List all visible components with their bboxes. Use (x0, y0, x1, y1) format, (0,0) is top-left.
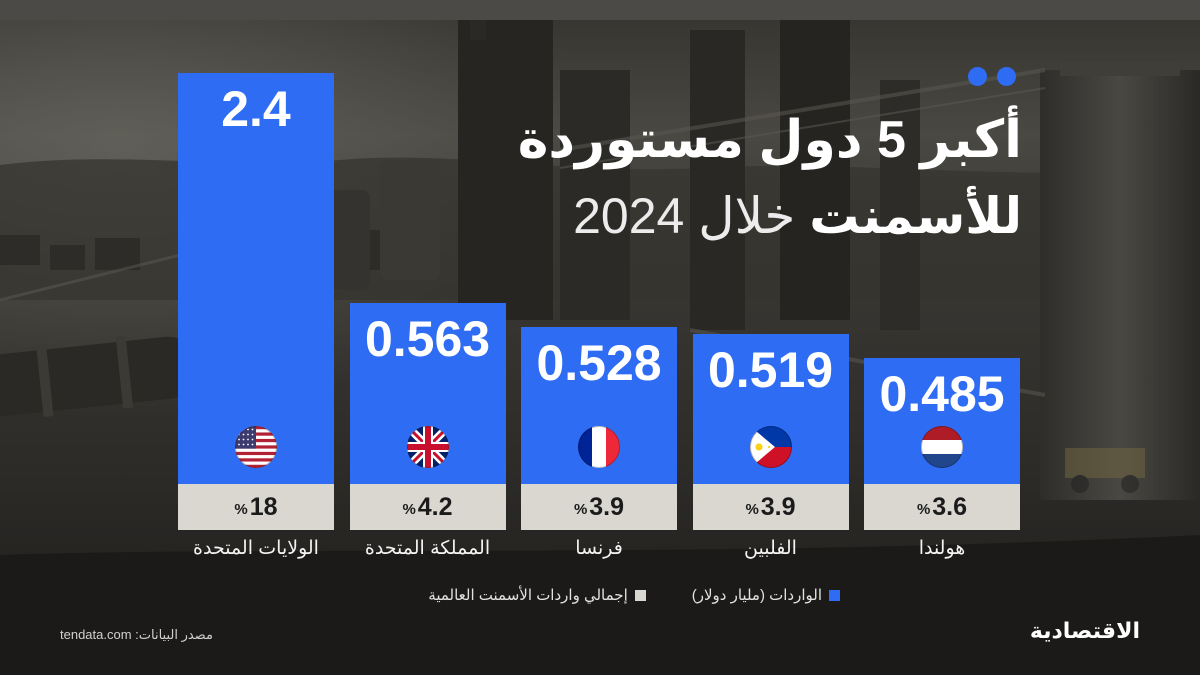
publisher-logo: الاقتصادية (1029, 618, 1140, 643)
chart-title-line-1: أكبر 5 دول مستوردة (517, 111, 1022, 169)
percent-sign: % (234, 501, 248, 518)
bar-value-label: 2.4 (221, 81, 291, 137)
country-label: المملكة المتحدة (364, 538, 491, 559)
global-share-box: % 3.9 (692, 484, 849, 530)
us-flag-icon (235, 426, 277, 468)
ground-shadow (0, 535, 1200, 675)
legend-label-imports: الواردات (مليار دولار) (691, 587, 822, 604)
global-share-value: 18 (249, 492, 278, 521)
blue-dot-icon (997, 67, 1016, 86)
legend-item-global-share: إجمالي واردات الأسمنت العالمية (428, 586, 646, 604)
blue-dot-icon (968, 67, 987, 86)
global-share-box: % 3.9 (521, 484, 677, 530)
bar-value-label: 0.485 (879, 365, 1005, 422)
country-label: هولندا (918, 538, 966, 559)
haul-truck-silhouette (1065, 448, 1145, 493)
bar-value-label: 0.528 (536, 335, 662, 392)
decorative-dots (968, 67, 1018, 87)
bar-value-label: 0.563 (364, 310, 491, 367)
title-light-part: خلال 2024 (573, 188, 796, 244)
country-label: الفلبين (744, 538, 797, 559)
global-share-box: % 18 (178, 484, 334, 530)
legend-swatch-imports (829, 589, 840, 601)
global-share-box: % 3.6 (864, 484, 1020, 530)
percent-sign: % (573, 501, 588, 518)
global-share-box: % 4.2 (349, 484, 506, 530)
title-bold-part: للأسمنت (809, 188, 1022, 244)
legend-swatch-global-share (634, 589, 646, 601)
global-share-value: 3.9 (589, 492, 625, 521)
legend-item-imports: الواردات (مليار دولار) (692, 586, 840, 604)
storage-silo (1040, 70, 1200, 500)
percent-sign: % (745, 501, 759, 518)
global-share-value: 3.6 (932, 492, 968, 521)
rotary-kiln-silhouette (0, 336, 200, 418)
bar-value-label: 0.519 (707, 341, 834, 398)
top-band (0, 0, 1200, 20)
uk-flag-icon (406, 426, 449, 468)
france-flag-icon (578, 426, 620, 468)
chart-title-line-2: للأسمنت خلال 2024 (573, 180, 1022, 252)
country-label: الولايات المتحدة (193, 538, 319, 559)
netherlands-flag-icon (921, 426, 963, 468)
global-share-value: 4.2 (417, 492, 453, 521)
legend-label-global-share: إجمالي واردات الأسمنت العالمية (428, 587, 628, 604)
country-label: فرنسا (575, 538, 623, 559)
data-source: مصدر البيانات: tendata.com (60, 627, 213, 642)
imports-bar (178, 73, 334, 484)
percent-sign: % (402, 501, 416, 518)
legend: الواردات (مليار دولار) إجمالي واردات الأ… (428, 586, 840, 604)
percent-sign: % (916, 501, 931, 518)
silo-top (1060, 62, 1180, 76)
philippines-flag-icon (749, 426, 792, 468)
global-share-value: 3.9 (760, 492, 796, 521)
